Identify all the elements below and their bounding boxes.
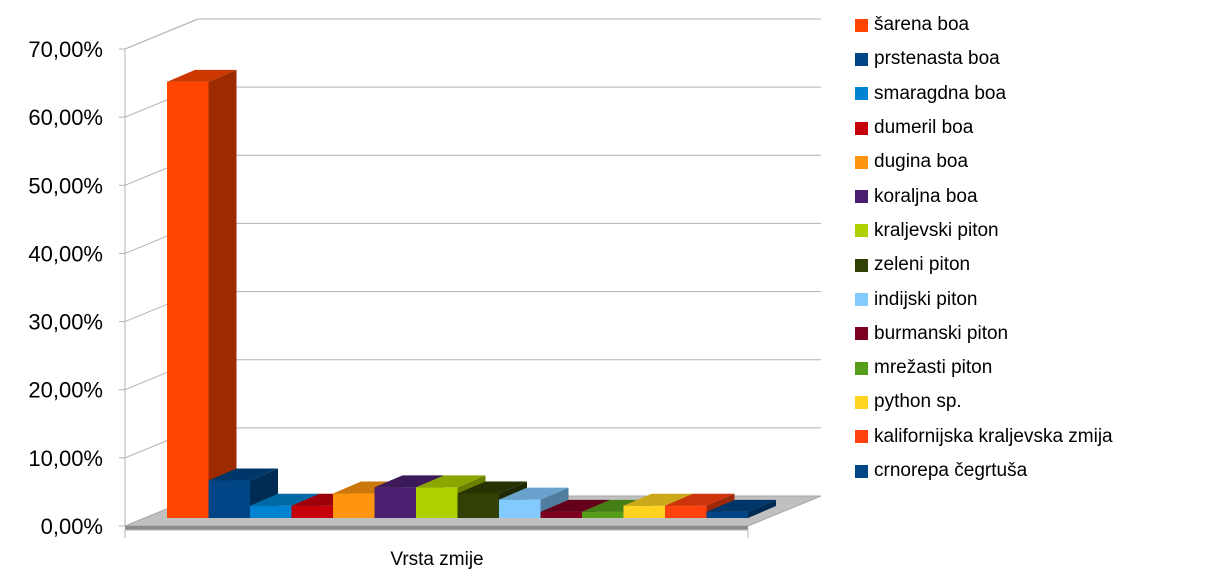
y-tick-label: 10,00% <box>28 446 103 471</box>
legend-label: šarena boa <box>874 14 970 36</box>
bar-front <box>167 81 209 518</box>
legend-item: indijski piton <box>855 282 1223 316</box>
y-tick-label: 30,00% <box>28 310 103 335</box>
legend-swatch <box>855 121 868 135</box>
legend-swatch <box>855 190 868 204</box>
legend-label: kraljevski piton <box>874 219 999 241</box>
legend-item: prstenasta boa <box>855 42 1223 76</box>
bar-top <box>540 499 610 512</box>
legend-swatch <box>855 293 868 307</box>
legend-label: koraljna boa <box>874 185 978 207</box>
bar-front <box>665 505 707 518</box>
legend-swatch <box>855 224 868 238</box>
y-tick-label: 50,00% <box>28 173 103 198</box>
legend-item: python sp. <box>855 385 1223 419</box>
bar-top <box>208 468 278 481</box>
y-tick-label: 40,00% <box>28 241 103 266</box>
legend-item: šarena boa <box>855 8 1223 42</box>
legend-swatch <box>855 258 868 272</box>
legend: šarena boa prstenasta boa smaragdna boa dum… <box>855 8 1223 488</box>
bar-front <box>208 480 250 518</box>
bar <box>706 499 776 518</box>
gridline <box>124 18 821 50</box>
bar-top <box>623 493 693 506</box>
floor-edge <box>125 526 748 530</box>
bar-front <box>540 511 582 518</box>
y-tick-label: 60,00% <box>28 105 103 130</box>
legend-item: crnorepa čegrtuša <box>855 454 1223 488</box>
legend-label: python sp. <box>874 391 962 413</box>
legend-label: zeleni piton <box>874 254 971 276</box>
bar-top <box>499 487 569 500</box>
legend-label: crnorepa čegrtuša <box>874 460 1028 481</box>
legend-label: kalifornijska kraljevska zmija <box>874 425 1113 447</box>
legend-swatch <box>855 327 868 341</box>
legend-item: kalifornijska kraljevska zmija <box>855 420 1223 454</box>
legend-item: smaragdna boa <box>855 77 1223 111</box>
bar-side <box>208 69 237 518</box>
legend-swatch <box>855 430 868 444</box>
legend-swatch <box>855 395 868 409</box>
legend-swatch <box>855 87 868 101</box>
bar-top <box>250 493 320 506</box>
y-axis-tick-labels: 0,00% 10,00% 20,00% 30,00% 40,00% 50,00% 60,00… <box>28 37 103 539</box>
bar-top <box>167 69 237 82</box>
bars <box>167 69 776 518</box>
legend-label: dumeril boa <box>874 117 974 139</box>
legend-label: mrežasti piton <box>874 357 993 379</box>
bar-top <box>665 493 735 506</box>
bar-top <box>374 475 444 488</box>
bar-front <box>499 499 541 518</box>
chart-plot: 0,00% 10,00% 20,00% 30,00% 40,00% 50,00% 60,00… <box>28 18 822 570</box>
legend-label: smaragdna boa <box>874 82 1007 104</box>
bar-front <box>623 505 665 518</box>
bar-front <box>706 511 748 518</box>
bar-front <box>457 493 499 518</box>
legend-swatch <box>855 52 868 66</box>
legend-item: koraljna boa <box>855 179 1223 213</box>
bar-top <box>706 499 776 512</box>
legend-item: burmanski piton <box>855 317 1223 351</box>
bar-front <box>416 487 458 518</box>
y-tick-label: 0,00% <box>41 514 103 539</box>
bar-front <box>582 511 624 518</box>
bar-front <box>250 505 292 518</box>
legend-label: indijski piton <box>874 288 978 310</box>
bar <box>167 69 237 518</box>
bar-front <box>333 493 375 518</box>
y-tick-label: 70,00% <box>28 37 103 62</box>
legend-item: zeleni piton <box>855 248 1223 282</box>
legend-swatch <box>855 155 868 169</box>
legend-swatch <box>855 18 868 32</box>
bar-front <box>374 487 416 518</box>
bar-top <box>416 475 486 488</box>
legend-item: dugina boa <box>855 145 1223 179</box>
x-axis-label: Vrsta zmije <box>390 549 483 570</box>
legend-item: mrežasti piton <box>855 351 1223 385</box>
legend-item: dumeril boa <box>855 111 1223 145</box>
bar-side <box>748 499 776 518</box>
legend-swatch <box>855 464 868 478</box>
legend-label: dugina boa <box>874 151 969 173</box>
legend-item: kraljevski piton <box>855 214 1223 248</box>
bar-top <box>457 481 527 494</box>
legend-label: burmanski piton <box>874 322 1009 344</box>
legend-label: prstenasta boa <box>874 48 1000 70</box>
legend-swatch <box>855 361 868 375</box>
bar-front <box>291 505 333 518</box>
y-tick-label: 20,00% <box>28 378 103 403</box>
